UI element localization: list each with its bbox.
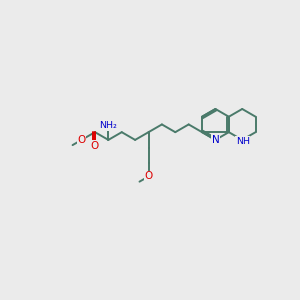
Text: N: N	[212, 135, 219, 145]
Text: O: O	[77, 135, 86, 145]
Text: NH: NH	[236, 136, 250, 146]
Text: O: O	[144, 172, 153, 182]
Text: N: N	[212, 135, 219, 145]
Text: O: O	[91, 140, 99, 151]
Text: NH₂: NH₂	[99, 121, 117, 130]
